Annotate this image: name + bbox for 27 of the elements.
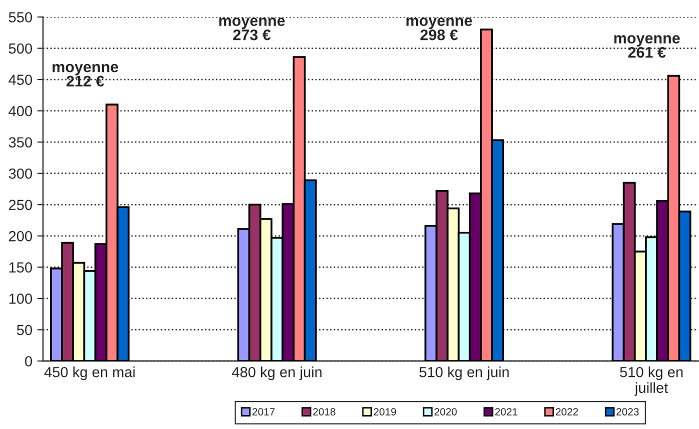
legend-label: 2022 (556, 408, 578, 416)
legend-label: 2017 (252, 408, 275, 416)
legend-label: 2021 (495, 408, 518, 416)
x-tick-label: 510 kg en juin (419, 366, 509, 380)
legend-label: 2020 (434, 408, 457, 416)
x-tick-label: 480 kg en juin (232, 366, 322, 380)
y-tick-label: 150 (9, 262, 32, 273)
annotation: moyenne 273 € (219, 18, 285, 40)
y-tick-label: 0 (25, 356, 32, 366)
y-tick-label: 400 (8, 106, 32, 116)
y-tick-label: 250 (8, 200, 32, 210)
y-tick-label: 450 (8, 74, 32, 85)
y-tick-label: 550 (8, 12, 32, 22)
y-tick-label: 100 (9, 294, 32, 304)
y-tick-label: 200 (8, 231, 32, 242)
legend-label: 2023 (616, 408, 639, 416)
legend-label: 2019 (374, 408, 396, 416)
annotation: moyenne 261 € (614, 35, 680, 58)
x-tick-label: 450 kg en mai (44, 366, 135, 380)
legend-label: 2018 (313, 408, 336, 416)
annotation: moyenne 212 € (52, 64, 118, 87)
x-tick-label: 510 kg en juillet (620, 366, 683, 396)
y-tick-label: 350 (8, 137, 32, 148)
y-tick-label: 300 (8, 168, 32, 179)
y-tick-label: 500 (8, 43, 32, 54)
annotation: moyenne 298 € (406, 18, 472, 40)
y-tick-label: 50 (16, 324, 32, 336)
